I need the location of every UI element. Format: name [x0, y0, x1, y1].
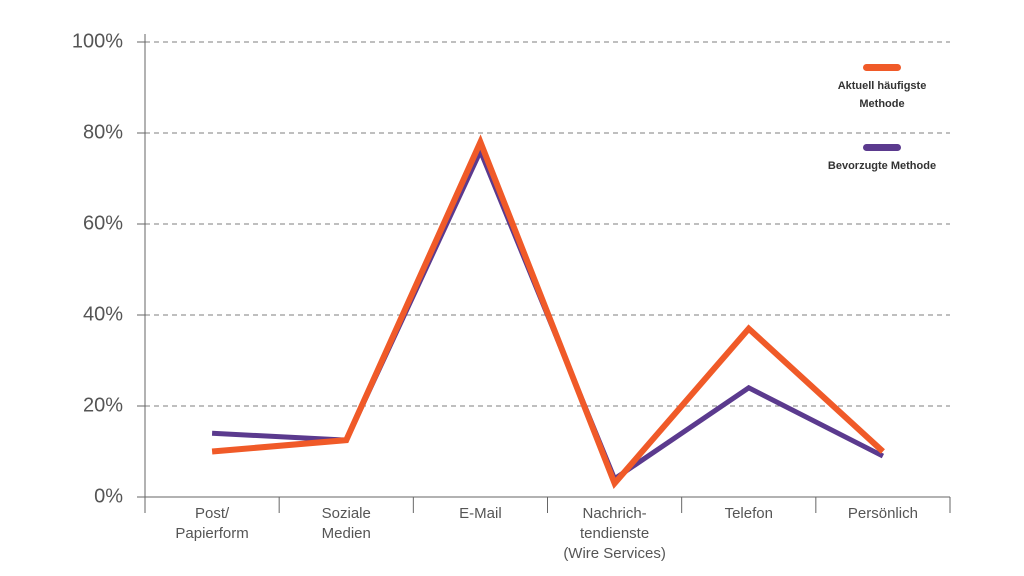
legend-item: Bevorzugte Methode	[807, 144, 957, 175]
x-tick-label-line: Medien	[322, 525, 371, 542]
legend-swatch	[863, 64, 901, 71]
x-tick-label: Telefon	[725, 505, 773, 522]
legend-label: Bevorzugte Methode	[827, 160, 937, 172]
y-tick-label: 80%	[83, 121, 123, 143]
legend-swatch	[863, 144, 901, 151]
y-tick-label: 40%	[83, 303, 123, 325]
x-tick-label-line: Soziale	[322, 505, 371, 522]
legend-label: Aktuell häufigste Methode	[837, 80, 927, 110]
series-line	[211, 134, 885, 490]
y-tick-label: 20%	[83, 394, 123, 416]
x-tick-label: Post/Papierform	[175, 505, 248, 542]
y-tick-label: 0%	[94, 485, 123, 507]
y-tick-label: 100%	[72, 30, 123, 52]
x-tick-label: Soziale Medien	[322, 505, 371, 542]
x-tick-label-line: Post/	[195, 505, 230, 522]
x-tick-label-line: (Wire Services)	[563, 545, 666, 562]
x-tick-label-line: tendienste	[580, 525, 649, 542]
x-tick-label: E-Mail	[459, 505, 502, 522]
x-tick-label: Nachrich-tendienste (Wire Services)	[563, 505, 666, 562]
x-tick-label-line: Papierform	[175, 525, 248, 542]
x-tick-label-line: Persönlich	[848, 505, 918, 522]
legend-item: Aktuell häufigste Methode	[807, 64, 957, 113]
x-tick-label-line: E-Mail	[459, 505, 502, 522]
x-tick-label-line: Nachrich-	[582, 505, 646, 522]
y-tick-label: 60%	[83, 212, 123, 234]
x-tick-label: Persönlich	[848, 505, 918, 522]
x-tick-label-line: Telefon	[725, 505, 773, 522]
